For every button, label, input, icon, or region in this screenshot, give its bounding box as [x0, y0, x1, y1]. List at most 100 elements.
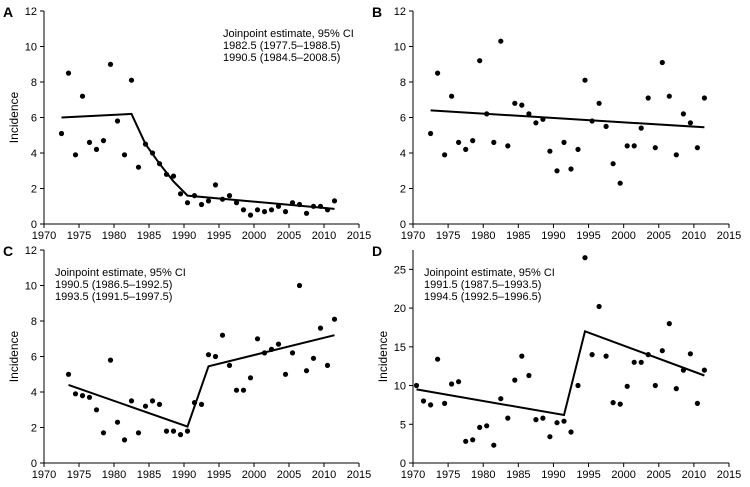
data-point: [156, 161, 163, 167]
joinpoint-annotation-line: 1982.5 (1977.5–1988.5): [223, 40, 340, 52]
data-point: [205, 198, 212, 204]
y-tick-label: 6: [31, 352, 37, 364]
x-tick-label: 2010: [682, 469, 706, 481]
data-point: [498, 38, 504, 44]
data-point: [296, 201, 303, 208]
data-point: [114, 118, 121, 124]
x-tick-label: 2015: [347, 230, 371, 242]
data-point: [86, 139, 93, 145]
data-point: [254, 207, 261, 213]
joinpoint-annotation-line: 1991.5 (1987.5–1993.5): [424, 279, 541, 291]
data-point: [72, 391, 79, 397]
data-point: [317, 203, 324, 209]
y-tick-label: 8: [31, 77, 37, 89]
data-point: [65, 70, 72, 76]
data-point: [547, 148, 553, 154]
data-point: [121, 152, 128, 158]
data-point: [568, 429, 574, 435]
data-point: [589, 352, 595, 358]
data-point: [442, 152, 448, 158]
data-point: [687, 351, 694, 357]
data-point: [135, 164, 142, 170]
x-tick-label: 1980: [102, 230, 126, 242]
data-point: [505, 143, 511, 149]
data-point: [233, 200, 240, 206]
data-point: [449, 381, 455, 387]
y-tick-label: 2: [31, 423, 37, 435]
data-point: [420, 398, 427, 404]
y-tick-label: 6: [31, 113, 37, 125]
data-point: [435, 356, 441, 362]
x-tick-label: 2010: [312, 230, 336, 242]
joinpoint-annotation-line: 1994.5 (1992.5–1996.5): [424, 291, 541, 303]
data-point: [310, 355, 317, 361]
y-tick-label: 10: [394, 42, 406, 54]
data-point: [268, 207, 275, 213]
data-point: [701, 95, 708, 101]
data-point: [254, 336, 261, 342]
data-point: [617, 401, 623, 407]
x-tick-label: 1990: [172, 230, 196, 242]
data-point: [561, 418, 567, 424]
x-tick-label: 1970: [32, 469, 56, 481]
x-tick-label: 2005: [277, 469, 301, 481]
data-point: [303, 210, 310, 216]
data-point: [128, 398, 135, 404]
data-point: [603, 353, 609, 359]
data-point: [484, 423, 490, 429]
x-tick-label: 1995: [576, 469, 600, 481]
data-point: [205, 352, 212, 358]
data-point: [589, 118, 595, 124]
x-tick-label: 1990: [541, 230, 565, 242]
x-tick-label: 1970: [401, 469, 425, 481]
panel-d: D 0 5 10 15 20 25 1970 1975 1980 1985 1990 1995 2000 2…: [372, 243, 741, 481]
x-tick-label: 1975: [436, 230, 460, 242]
data-point: [526, 372, 532, 379]
fit-line: [416, 329, 705, 417]
data-point: [135, 430, 142, 436]
panel-letter: B: [372, 4, 382, 20]
data-point: [533, 417, 539, 423]
data-point: [114, 419, 121, 425]
x-tick-label: 1970: [401, 230, 425, 242]
x-tick-label: 1985: [506, 230, 530, 242]
data-point: [596, 303, 602, 310]
data-point: [526, 111, 532, 117]
data-point: [100, 430, 107, 436]
data-point: [666, 321, 672, 327]
data-point: [491, 442, 497, 448]
y-tick-label: 2: [400, 184, 406, 196]
data-point: [680, 111, 687, 117]
x-tick-label: 1975: [436, 469, 460, 481]
data-point: [149, 150, 156, 156]
data-point: [547, 434, 553, 440]
data-point: [142, 141, 149, 147]
data-point: [65, 371, 72, 377]
data-point: [477, 58, 483, 64]
panel-b: B 0 2 4 6 8 10 12 1970 1975 1980 1985 1990 1995 2000 20…: [372, 4, 741, 242]
panel-c: C 0 2 4 6 8 10 12 1970 1975 1980 1985 1990 1995 2000 20…: [3, 243, 371, 481]
data-point: [463, 438, 469, 444]
data-point: [156, 401, 163, 407]
data-point: [673, 152, 679, 158]
x-tick-label: 2010: [312, 469, 336, 481]
data-point: [93, 407, 100, 413]
data-point: [233, 387, 240, 393]
x-tick-label: 1980: [102, 469, 126, 481]
data-point: [128, 77, 135, 83]
x-tick-label: 2015: [717, 230, 741, 242]
data-point: [701, 367, 708, 373]
y-tick-label: 0: [31, 458, 37, 470]
data-point: [659, 348, 665, 354]
x-tick-label: 1980: [471, 469, 495, 481]
data-point: [512, 100, 518, 106]
y-tick-label: 12: [25, 245, 37, 257]
data-point: [596, 100, 602, 106]
data-point: [289, 350, 296, 356]
data-point: [435, 70, 441, 76]
y-tick-label: 12: [25, 6, 37, 18]
data-point: [324, 207, 331, 213]
data-point: [184, 200, 191, 206]
y-tick-label: 10: [25, 42, 37, 54]
data-point: [58, 130, 65, 137]
